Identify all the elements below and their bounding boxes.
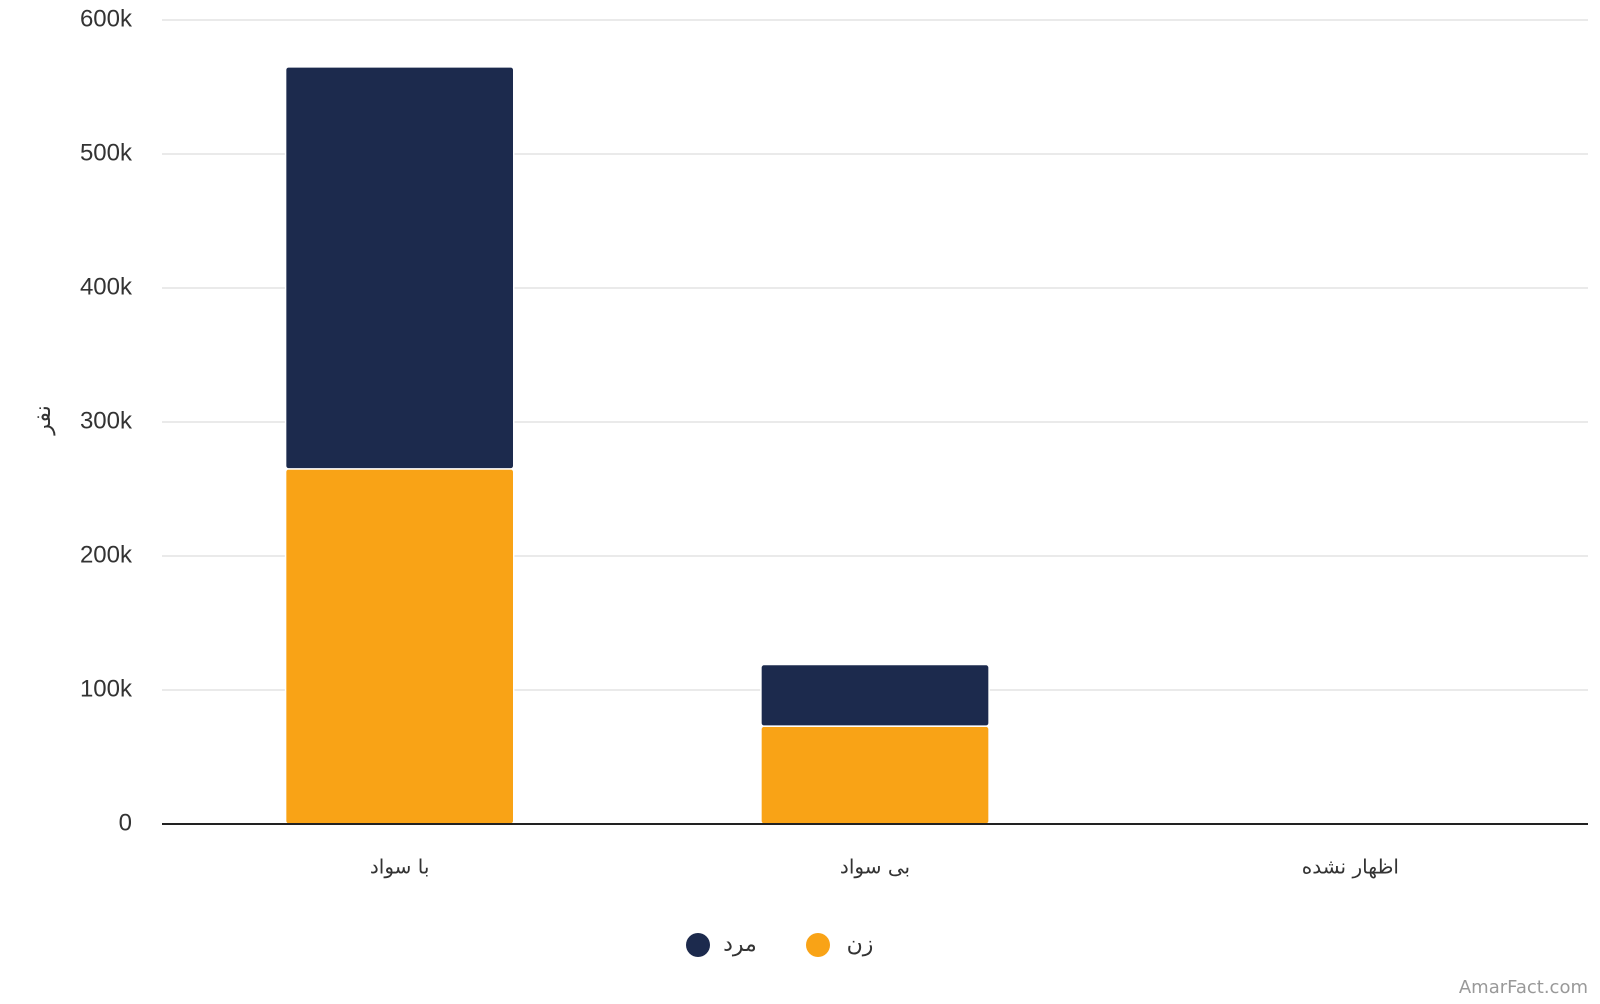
legend-swatch — [686, 933, 710, 957]
y-tick-label: 200k — [80, 541, 133, 568]
bar-segment — [284, 468, 515, 825]
y-tick-label: 100k — [80, 675, 133, 702]
y-tick-label: 400k — [80, 273, 133, 300]
y-tick-label: 600k — [80, 5, 133, 32]
legend-label: زن — [847, 932, 874, 957]
legend-swatch — [806, 933, 830, 957]
y-axis-label: نفر — [31, 405, 56, 435]
y-tick-label: 300k — [80, 407, 133, 434]
x-tick-label: اظهار نشده — [1302, 855, 1399, 879]
legend-label: مرد — [723, 932, 757, 957]
bar-segment — [760, 725, 990, 825]
y-tick-label: 0 — [119, 809, 132, 836]
bar-segment — [284, 66, 515, 470]
bar-segment — [760, 663, 990, 727]
x-tick-label: بی سواد — [840, 855, 910, 879]
x-tick-label: با سواد — [370, 855, 430, 879]
credit: AmarFact.com — [1459, 977, 1588, 998]
y-tick-label: 500k — [80, 139, 133, 166]
